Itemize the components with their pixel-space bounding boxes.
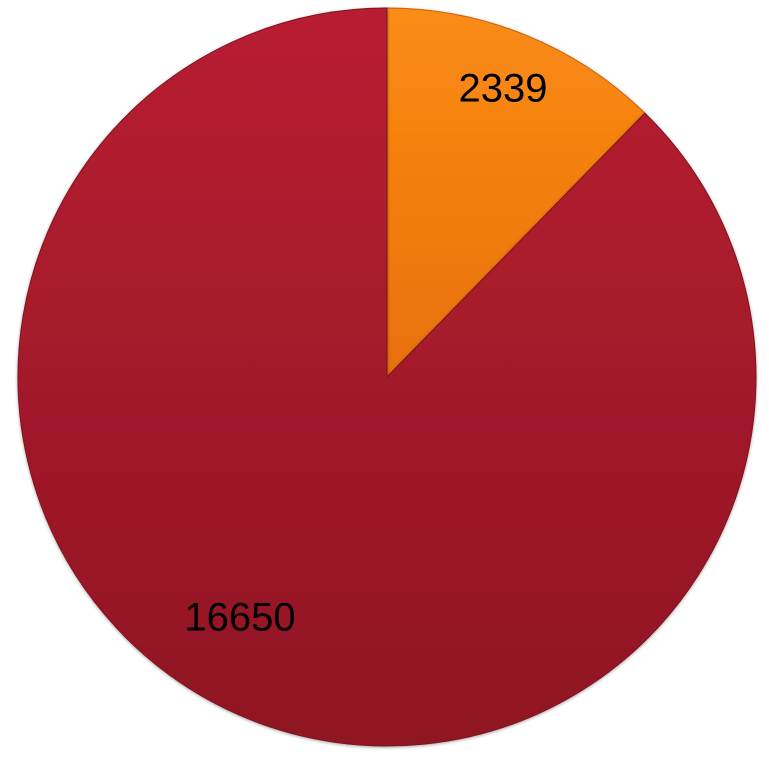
pie-slices <box>17 7 757 747</box>
pie-slice-1 <box>17 7 757 747</box>
pie-data-labels: 2339 16650 <box>184 67 547 640</box>
pie-data-label-1: 16650 <box>184 596 295 640</box>
pie-slice-0 <box>386 7 646 379</box>
pie-data-label-0: 2339 <box>459 67 548 111</box>
